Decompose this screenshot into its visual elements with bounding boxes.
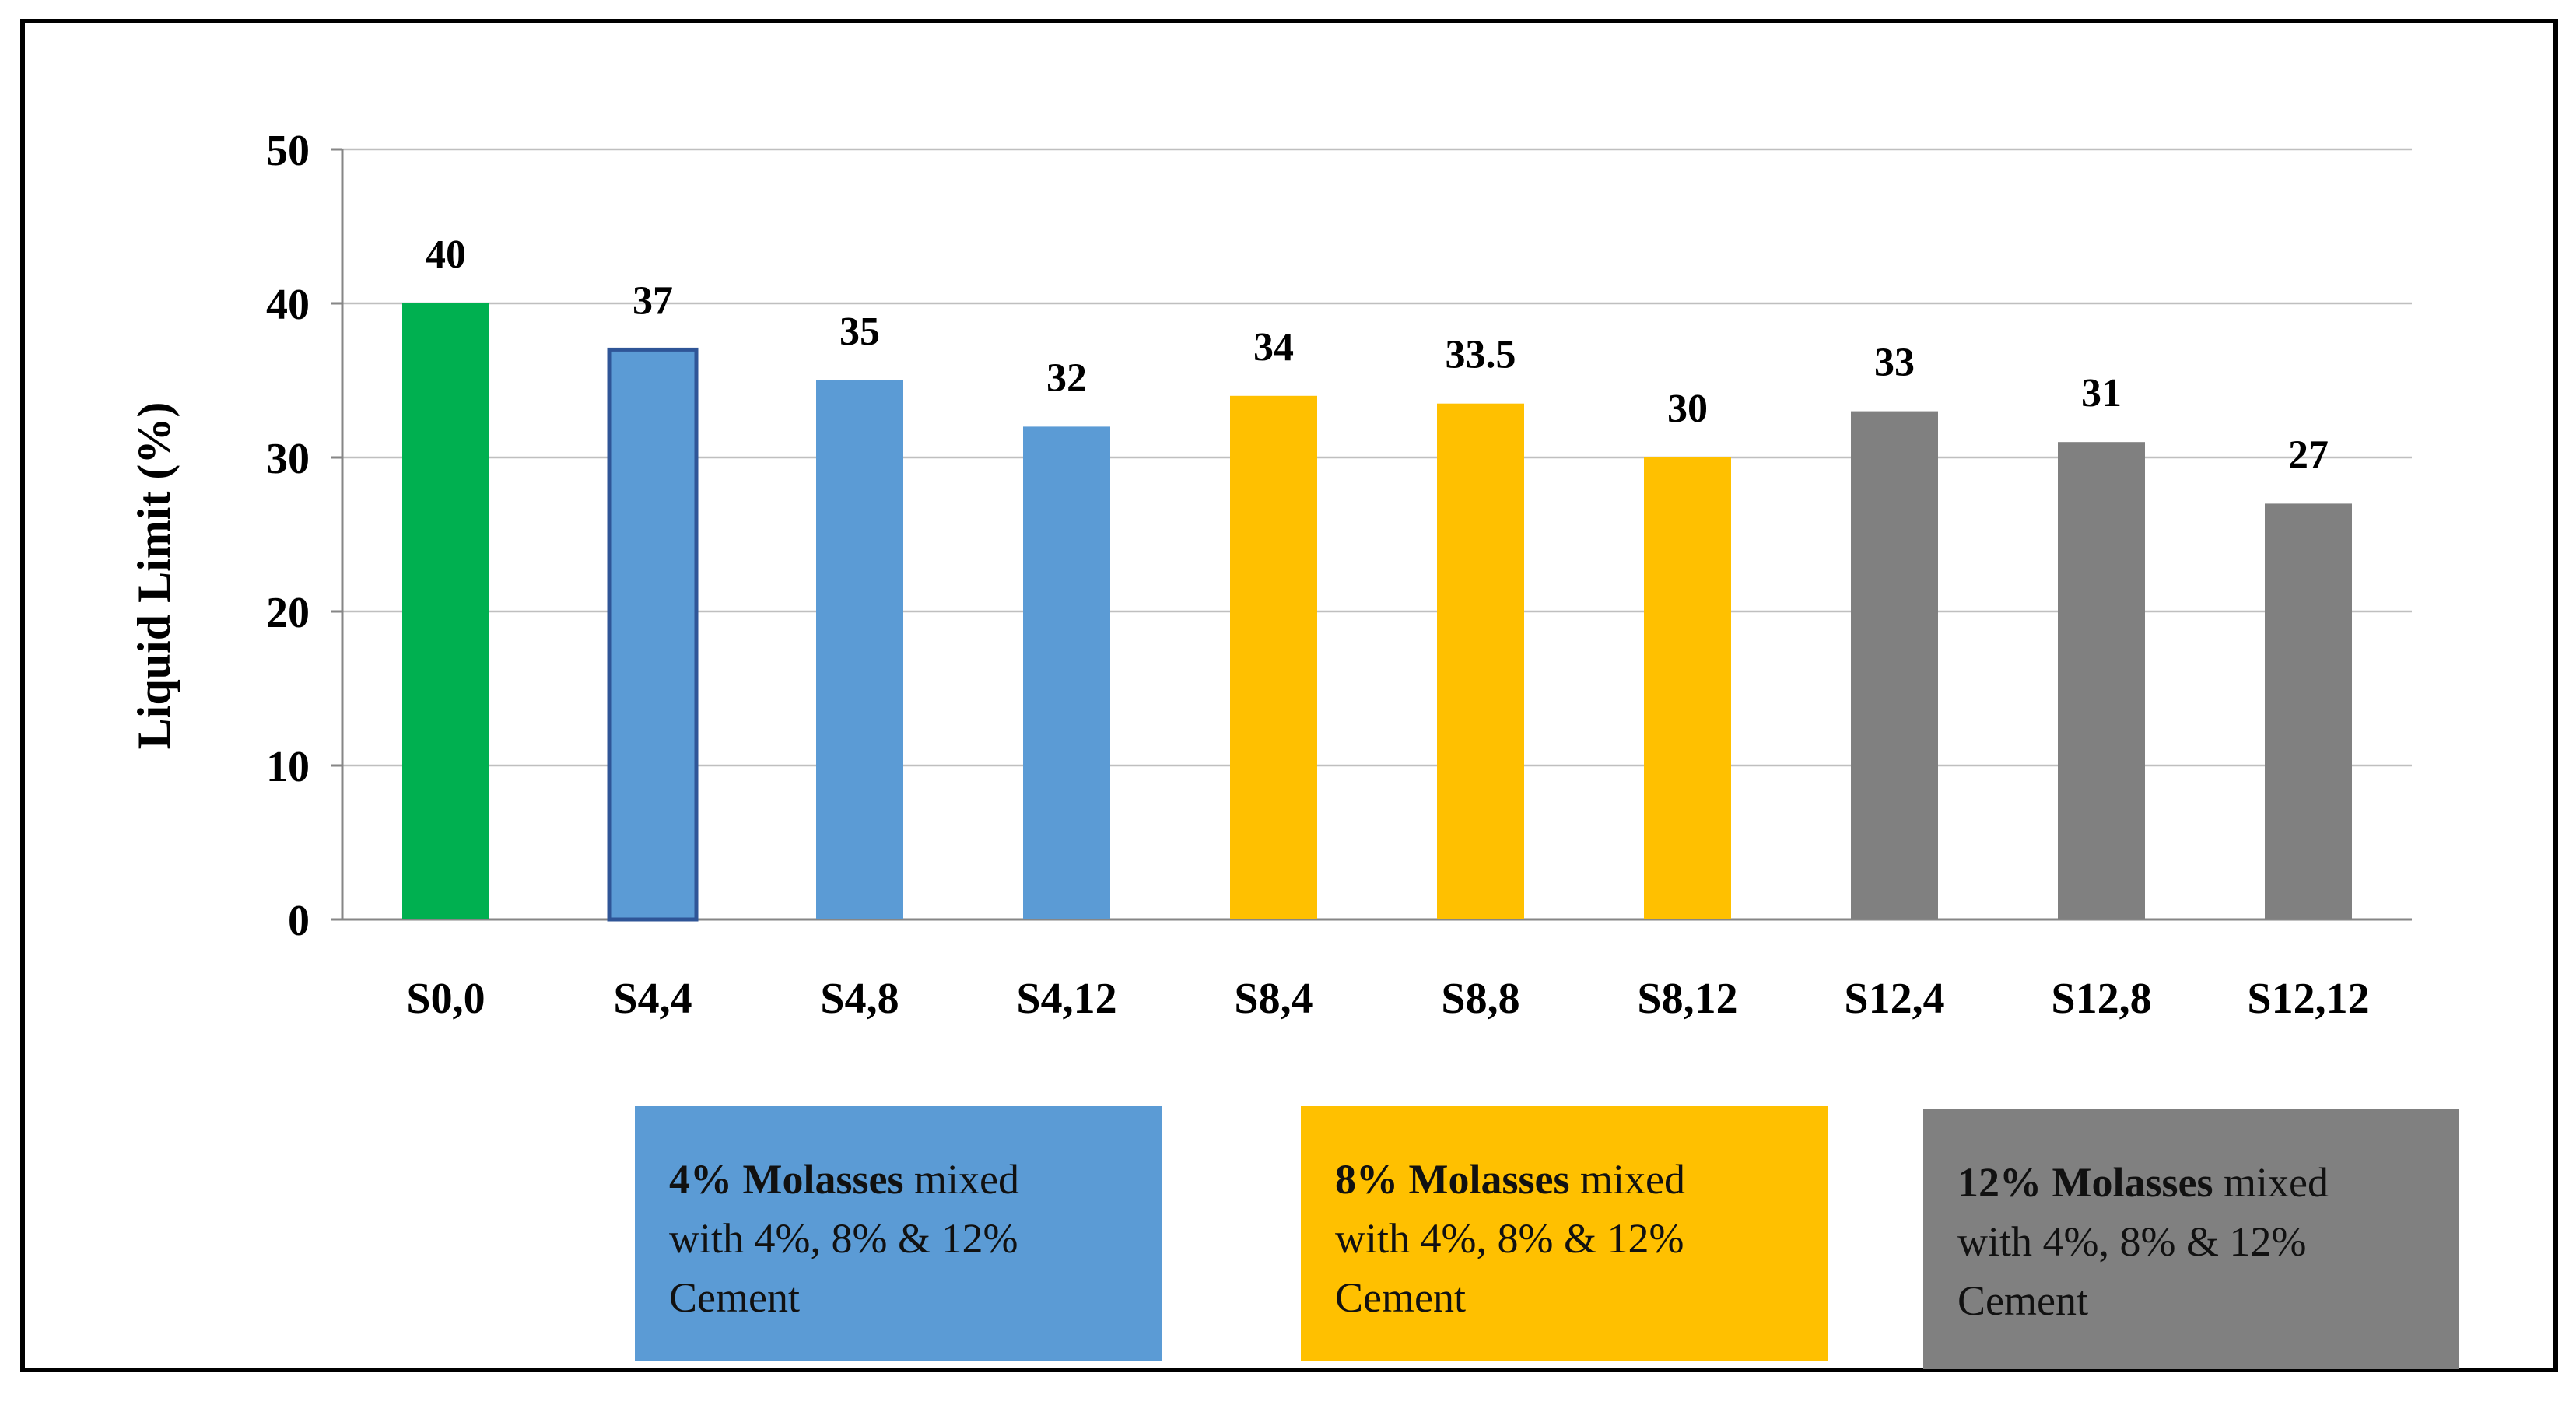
x-tick-label: S4,8 xyxy=(820,975,899,1023)
legend-bold-label: 8% Molasses xyxy=(1335,1156,1570,1203)
bar-s4-8 xyxy=(816,380,903,919)
data-label: 33.5 xyxy=(1446,333,1516,377)
bar-s12-4 xyxy=(1851,411,1938,919)
bar-s8-4 xyxy=(1230,395,1317,919)
data-label: 31 xyxy=(2081,371,2122,415)
legend-line-3: Cement xyxy=(1335,1274,1466,1321)
legend-line-1-rest: mixed xyxy=(903,1156,1019,1203)
x-tick-label: S8,4 xyxy=(1234,975,1313,1023)
data-label: 35 xyxy=(839,310,880,354)
legend-box-4-molasses: 4% Molasses mixed with 4%, 8% & 12% Ceme… xyxy=(635,1106,1162,1361)
data-label: 32 xyxy=(1046,356,1087,400)
x-tick-label: S12,4 xyxy=(1844,975,1944,1023)
x-tick-label: S12,8 xyxy=(2051,975,2151,1023)
y-tick-label: 30 xyxy=(266,435,310,483)
x-tick-label: S8,12 xyxy=(1637,975,1737,1023)
y-tick-label: 20 xyxy=(266,589,310,637)
x-tick-label: S12,12 xyxy=(2247,975,2369,1023)
y-tick-label: 40 xyxy=(266,281,310,329)
data-label: 34 xyxy=(1253,325,1294,370)
legend-line-1: 8% Molasses mixed xyxy=(1335,1150,1828,1209)
bar-s4-4 xyxy=(607,347,699,922)
x-tick-label: S4,12 xyxy=(1016,975,1116,1023)
legend-bold-label: 12% Molasses xyxy=(1957,1159,2213,1206)
bar-s8-12 xyxy=(1644,457,1731,919)
legend-box-12-molasses: 12% Molasses mixed with 4%, 8% & 12% Cem… xyxy=(1923,1109,2459,1369)
legend-line-2: with 4%, 8% & 12% xyxy=(1957,1218,2307,1265)
legend-line-1-rest: mixed xyxy=(2213,1159,2329,1206)
x-tick-label: S8,8 xyxy=(1441,975,1519,1023)
y-tick-label: 0 xyxy=(288,897,310,945)
bar-s12-12 xyxy=(2265,503,2352,919)
legend-box-8-molasses: 8% Molasses mixed with 4%, 8% & 12% Ceme… xyxy=(1301,1106,1828,1361)
legend-line-3: Cement xyxy=(669,1274,800,1321)
chart-frame xyxy=(20,19,2558,1372)
y-tick-label: 10 xyxy=(266,743,310,791)
bar-s8-8 xyxy=(1437,403,1524,919)
data-label: 33 xyxy=(1874,341,1915,385)
x-tick-label: S0,0 xyxy=(406,975,485,1023)
x-tick-label: S4,4 xyxy=(613,975,692,1023)
data-label: 40 xyxy=(426,233,466,277)
legend-line-1: 4% Molasses mixed xyxy=(669,1150,1162,1209)
bars xyxy=(402,303,2352,922)
tick-labels: 0 10 20 30 40 50 S0,0 S4,4 S4,8 S4,12 S8,4 S8,8 S8,1… xyxy=(266,127,2370,1023)
data-label: 27 xyxy=(2288,433,2329,477)
legend-line-1-rest: mixed xyxy=(1569,1156,1685,1203)
data-label: 37 xyxy=(633,278,673,323)
data-labels: 40 37 35 32 34 33.5 30 33 31 27 xyxy=(426,233,2329,477)
data-label: 30 xyxy=(1667,387,1708,431)
bar-s12-8 xyxy=(2058,442,2145,919)
legend-line-2: with 4%, 8% & 12% xyxy=(1335,1215,1684,1262)
legend-line-2: with 4%, 8% & 12% xyxy=(669,1215,1018,1262)
legend-line-3: Cement xyxy=(1957,1277,2088,1324)
bar-s4-12 xyxy=(1023,426,1110,919)
y-axis-title: Liquid Limit (%) xyxy=(128,402,180,750)
y-tick-label: 50 xyxy=(266,127,310,175)
legend-line-1: 12% Molasses mixed xyxy=(1957,1153,2459,1212)
legend-bold-label: 4% Molasses xyxy=(669,1156,904,1203)
bar-s0-0 xyxy=(402,303,489,919)
